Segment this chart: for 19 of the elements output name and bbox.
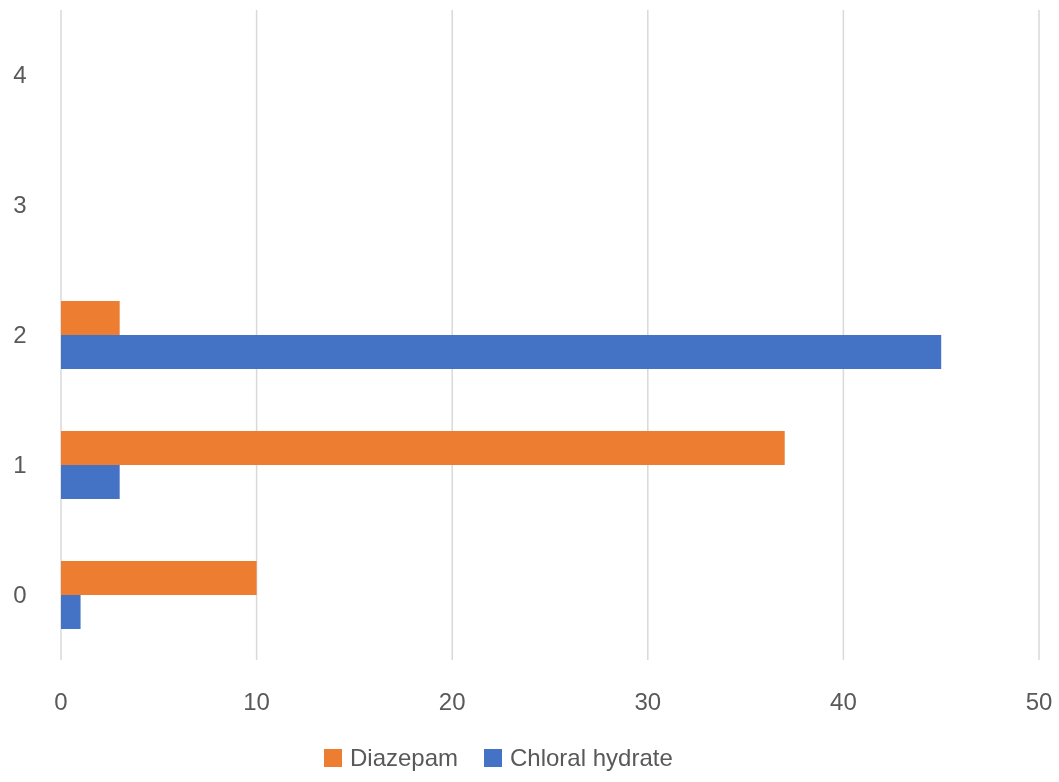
- y-tick-label: 0: [13, 581, 27, 608]
- bar: [61, 335, 942, 369]
- x-tick-label: 20: [438, 688, 466, 715]
- x-tick-label: 50: [1025, 688, 1053, 715]
- legend-label: Diazepam: [350, 744, 459, 771]
- x-tick-label: 40: [830, 688, 857, 715]
- x-tick-label: 10: [243, 688, 270, 715]
- y-tick-label: 4: [13, 61, 27, 88]
- bar: [61, 301, 120, 335]
- x-tick-label: 30: [634, 688, 662, 715]
- y-tick-label: 1: [13, 451, 27, 478]
- y-tick-label: 3: [13, 191, 27, 218]
- bar: [61, 431, 785, 465]
- bar: [61, 561, 257, 595]
- bar: [61, 595, 81, 629]
- y-tick-label: 2: [13, 321, 27, 348]
- legend-label: Chloral hydrate: [510, 744, 673, 771]
- bar: [61, 465, 120, 499]
- x-tick-label: 0: [54, 688, 68, 715]
